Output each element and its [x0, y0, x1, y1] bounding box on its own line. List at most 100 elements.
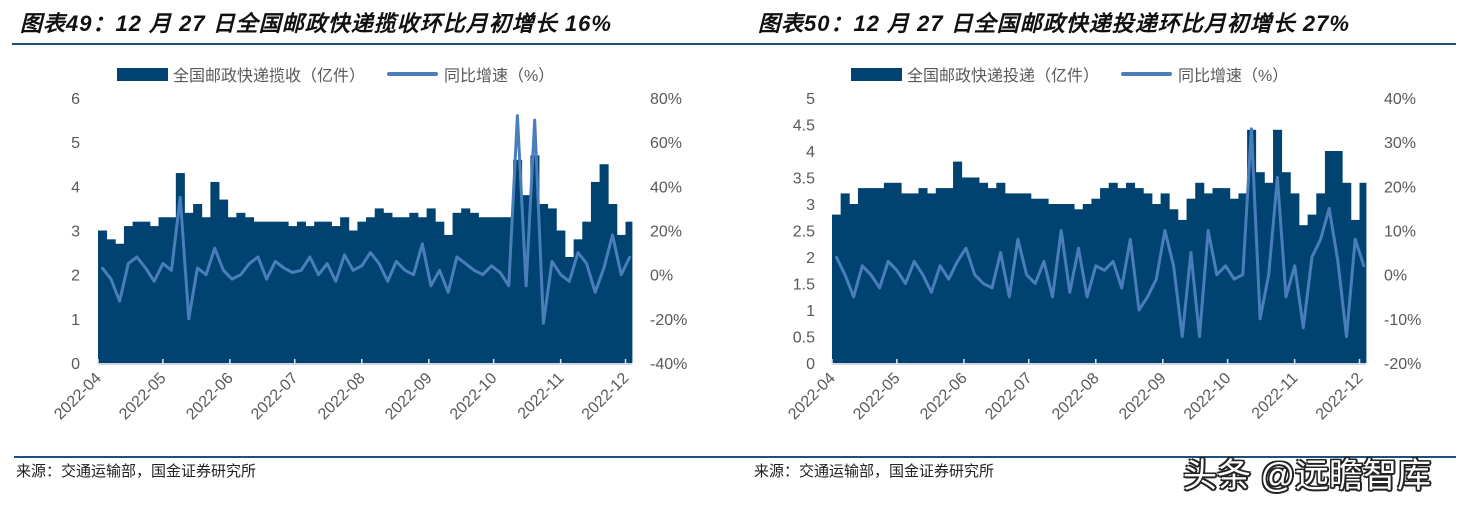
y-right-tick-label: 30%: [1384, 135, 1416, 152]
yoy-point: [1319, 238, 1322, 241]
yoy-point: [1137, 308, 1141, 312]
y-left-tick-label: 2.5: [793, 224, 815, 241]
yoy-point: [1051, 295, 1054, 299]
source-divider: [740, 456, 1456, 458]
yoy-point: [1302, 326, 1305, 329]
yoy-point: [1042, 260, 1046, 263]
volume-bar: [400, 217, 410, 363]
yoy-point: [1362, 264, 1366, 268]
yoy-point: [1258, 317, 1262, 321]
x-tick-label: 2022-10: [1181, 370, 1235, 424]
y-right-tick-label: -20%: [650, 312, 687, 329]
yoy-point: [118, 299, 121, 303]
volume-bar: [340, 217, 350, 363]
y-left-tick-label: 6: [71, 91, 80, 108]
yoy-point: [860, 264, 864, 268]
yoy-point: [144, 266, 147, 270]
yoy-point: [1129, 238, 1132, 241]
yoy-point: [429, 284, 433, 288]
yoy-point: [386, 279, 390, 283]
volume-bar: [469, 212, 479, 363]
volume-bar: [1342, 182, 1352, 363]
yoy-point: [568, 279, 571, 283]
volume-bar: [935, 188, 945, 363]
y-right-tick-label: 0%: [650, 268, 673, 285]
volume-bar: [625, 221, 633, 363]
yoy-point: [308, 255, 312, 259]
yoy-point: [843, 273, 847, 276]
volume-bar: [927, 193, 937, 363]
yoy-point: [956, 260, 959, 263]
legend-line-swatch: [387, 72, 439, 76]
legend-bar-label: 全国邮政快递投递（亿件）: [907, 68, 1100, 85]
yoy-point: [912, 260, 916, 263]
yoy-point: [982, 282, 985, 285]
yoy-point: [464, 262, 467, 265]
y-left-tick-label: 0: [71, 356, 80, 373]
volume-bar: [374, 208, 384, 363]
yoy-point: [1241, 273, 1245, 276]
yoy-point: [1163, 229, 1167, 232]
y-left-tick-label: 3: [806, 197, 815, 214]
yoy-point: [1025, 273, 1028, 276]
yoy-point: [835, 255, 838, 259]
volume-bar: [996, 182, 1006, 363]
volume-bar: [314, 221, 324, 363]
y-right-tick-label: 60%: [650, 135, 682, 152]
volume-bar: [331, 226, 341, 363]
yoy-point: [1336, 260, 1340, 263]
y-right-tick-label: 80%: [650, 91, 682, 108]
volume-bar: [1221, 188, 1231, 363]
yoy-point: [1120, 286, 1124, 290]
volume-bar: [245, 217, 255, 363]
yoy-point: [403, 268, 407, 272]
yoy-point: [1068, 291, 1072, 294]
y-right-tick-label: 0%: [1384, 268, 1407, 285]
yoy-point: [1284, 295, 1288, 299]
volume-bar: [201, 217, 211, 363]
yoy-point: [369, 251, 372, 254]
yoy-point: [395, 260, 398, 263]
volume-bar: [348, 230, 358, 363]
volume-bar: [1307, 214, 1317, 363]
y-left-tick-label: 3: [71, 224, 80, 241]
volume-bar: [253, 221, 263, 363]
yoy-point: [1198, 335, 1201, 338]
yoy-point: [628, 255, 632, 259]
x-tick-label: 2022-09: [382, 370, 436, 424]
y-left-tick-label: 1: [806, 303, 815, 320]
legend-line-swatch: [1121, 72, 1173, 76]
volume-bar: [357, 221, 367, 363]
volume-bar: [495, 217, 505, 363]
volume-bar: [1359, 182, 1367, 363]
watermark: 头条 @远瞻智库: [1183, 457, 1431, 495]
yoy-point: [524, 284, 528, 288]
x-tick-label: 2022-05: [850, 370, 904, 424]
x-tick-label: 2022-12: [1313, 370, 1367, 424]
yoy-line: [834, 127, 1366, 338]
volume-bar: [1151, 204, 1162, 363]
x-tick-label: 2022-12: [579, 370, 633, 424]
yoy-point: [420, 242, 424, 246]
volume-bar: [590, 181, 600, 363]
yoy-point: [1077, 246, 1080, 250]
x-tick-label: 2022-07: [982, 370, 1036, 424]
volume-bar: [1350, 219, 1360, 363]
chart-49-title: 图表49：12 月 27 日全国邮政快递揽收环比月初增长 16%: [20, 11, 612, 36]
yoy-line: [101, 114, 632, 325]
yoy-point: [317, 273, 320, 276]
yoy-point: [930, 291, 933, 294]
yoy-point: [878, 286, 881, 290]
yoy-point: [1085, 295, 1089, 299]
volume-bar: [98, 230, 108, 363]
volume-bar: [1143, 193, 1153, 363]
y-right-tick-label: 10%: [1384, 224, 1416, 241]
yoy-point: [602, 266, 606, 270]
volume-bar: [909, 193, 919, 363]
source-divider: [14, 456, 740, 458]
yoy-point: [1276, 176, 1279, 179]
yoy-point: [1250, 127, 1253, 131]
volume-bar: [1238, 193, 1248, 363]
